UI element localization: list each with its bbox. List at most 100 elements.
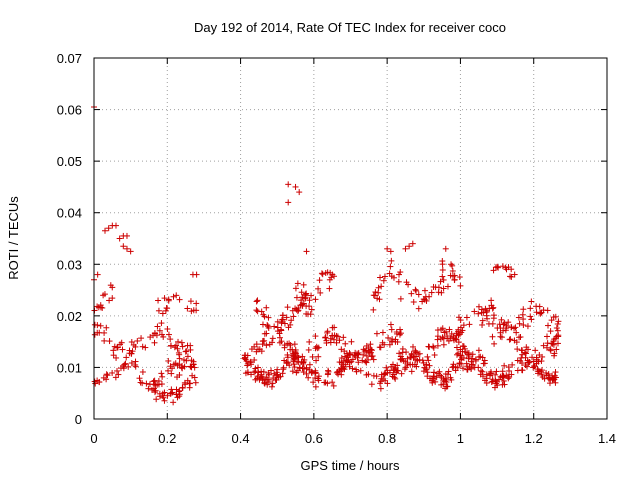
- data-point: [151, 377, 158, 384]
- data-point: [381, 371, 388, 378]
- data-point: [181, 379, 188, 386]
- data-point: [150, 378, 157, 385]
- data-point: [463, 360, 470, 367]
- data-point: [386, 270, 393, 277]
- data-point: [308, 306, 315, 313]
- data-point: [296, 364, 303, 371]
- data-point: [97, 322, 104, 329]
- data-point: [330, 336, 337, 343]
- data-point: [543, 369, 550, 376]
- data-point: [453, 330, 460, 337]
- data-point: [164, 325, 171, 332]
- data-point: [187, 363, 194, 370]
- data-point: [468, 365, 475, 372]
- data-point: [547, 328, 554, 335]
- data-point: [440, 341, 447, 348]
- data-point: [173, 292, 180, 299]
- data-point: [300, 281, 307, 288]
- data-point: [505, 319, 512, 326]
- data-point: [152, 382, 159, 389]
- data-point: [340, 363, 347, 370]
- data-point: [536, 351, 543, 358]
- data-point: [165, 357, 172, 364]
- data-point: [176, 387, 183, 394]
- data-point: [165, 331, 172, 338]
- data-point: [529, 354, 536, 361]
- data-point: [444, 283, 451, 290]
- data-point: [405, 281, 412, 288]
- data-point: [274, 372, 281, 379]
- data-point: [394, 367, 401, 374]
- data-point: [458, 360, 465, 367]
- data-point: [289, 346, 296, 353]
- data-point: [533, 356, 540, 363]
- data-point: [317, 289, 324, 296]
- data-point: [153, 396, 160, 403]
- data-point: [284, 351, 291, 358]
- data-point: [264, 322, 271, 329]
- data-point: [322, 270, 329, 277]
- data-point: [170, 293, 177, 300]
- data-point: [409, 240, 416, 247]
- data-point: [355, 359, 362, 366]
- data-point: [179, 384, 186, 391]
- data-point: [347, 351, 354, 358]
- data-point: [442, 245, 449, 252]
- data-point: [261, 379, 268, 386]
- y-tick-label: 0.05: [57, 154, 82, 169]
- data-point: [401, 366, 408, 373]
- data-point: [392, 338, 399, 345]
- data-point: [175, 349, 182, 356]
- data-point: [433, 374, 440, 381]
- data-point: [491, 340, 498, 347]
- data-point: [412, 348, 419, 355]
- x-axis-label: GPS time / hours: [301, 458, 400, 473]
- data-point: [540, 342, 547, 349]
- data-point: [463, 314, 470, 321]
- data-point: [434, 342, 441, 349]
- data-point: [507, 336, 514, 343]
- data-point: [408, 290, 415, 297]
- data-point: [258, 348, 265, 355]
- data-point: [315, 285, 322, 292]
- data-point: [492, 371, 499, 378]
- data-point: [501, 320, 508, 327]
- data-point: [110, 347, 117, 354]
- data-point: [434, 327, 441, 334]
- data-point: [470, 361, 477, 368]
- data-point: [128, 339, 135, 346]
- data-point: [477, 371, 484, 378]
- data-point: [384, 367, 391, 374]
- data-point: [333, 339, 340, 346]
- data-point: [373, 373, 380, 380]
- data-point: [395, 278, 402, 285]
- data-point: [154, 323, 161, 330]
- data-point: [175, 338, 182, 345]
- data-point: [138, 335, 145, 342]
- data-point: [552, 379, 559, 386]
- data-point: [528, 298, 535, 305]
- data-point: [376, 380, 383, 387]
- data-point: [479, 354, 486, 361]
- data-point: [253, 307, 260, 314]
- data-point: [123, 354, 130, 361]
- data-point: [506, 374, 513, 381]
- data-point: [366, 349, 373, 356]
- data-point: [136, 375, 143, 382]
- data-point: [279, 312, 286, 319]
- data-point: [155, 297, 162, 304]
- data-point: [283, 360, 290, 367]
- data-point: [412, 286, 419, 293]
- data-point: [344, 352, 351, 359]
- data-point: [297, 302, 304, 309]
- data-point: [383, 364, 390, 371]
- data-point: [527, 305, 534, 312]
- data-point: [397, 295, 404, 302]
- data-point: [508, 324, 515, 331]
- data-point: [306, 361, 313, 368]
- data-point: [548, 340, 555, 347]
- data-point: [376, 296, 383, 303]
- data-point: [489, 378, 496, 385]
- data-point: [179, 343, 186, 350]
- data-point: [165, 296, 172, 303]
